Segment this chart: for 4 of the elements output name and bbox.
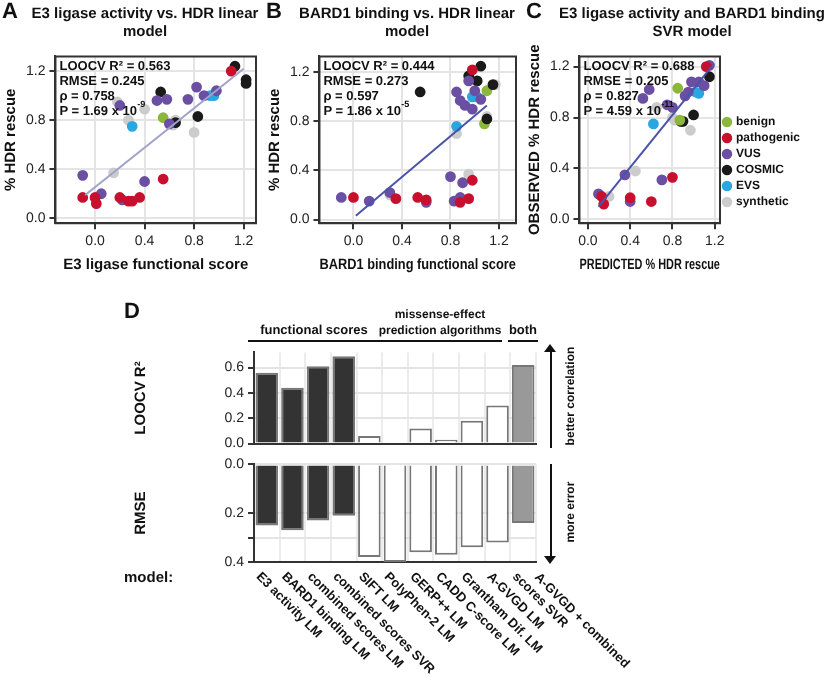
text: B bbox=[266, 0, 282, 24]
text: D bbox=[124, 300, 140, 324]
text: C bbox=[526, 0, 542, 24]
text: A bbox=[2, 0, 18, 24]
